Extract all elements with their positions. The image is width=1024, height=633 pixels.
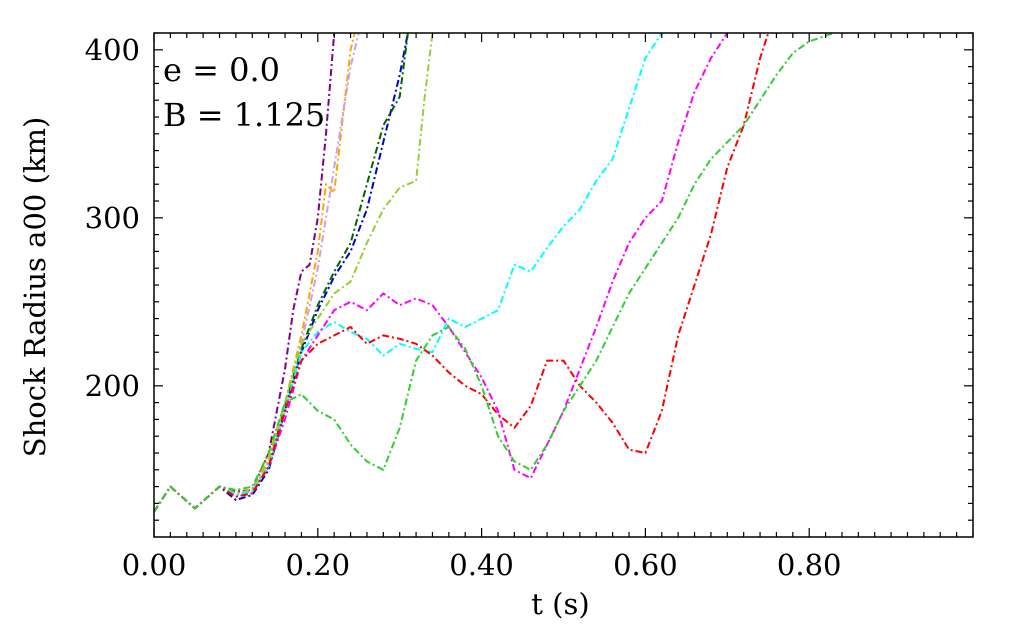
y-tick-label: 300 <box>85 201 140 235</box>
y-axis-title: Shock Radius a00 (km) <box>18 117 52 458</box>
series-line-9 <box>154 33 770 513</box>
label-layer: 0.00 0.20 0.40 0.60 0.80 200 300 400 <box>85 33 842 582</box>
series-line-1 <box>154 33 336 513</box>
x-tick-label: 0.00 <box>122 548 187 582</box>
annotation-e: e = 0.0 <box>163 51 280 89</box>
x-axis-title: t (s) <box>531 587 589 621</box>
series-line-7 <box>154 33 663 513</box>
annotation-b: B = 1.125 <box>163 96 325 134</box>
series-layer <box>154 33 835 513</box>
y-tick-label: 400 <box>85 33 140 67</box>
tick-layer <box>153 32 974 537</box>
x-tick-label: 0.40 <box>449 548 514 582</box>
x-tick-label: 0.20 <box>286 548 351 582</box>
series-line-10 <box>154 33 835 513</box>
x-tick-label: 0.60 <box>613 548 678 582</box>
x-tick-label: 0.80 <box>777 548 842 582</box>
y-tick-label: 200 <box>85 369 140 403</box>
